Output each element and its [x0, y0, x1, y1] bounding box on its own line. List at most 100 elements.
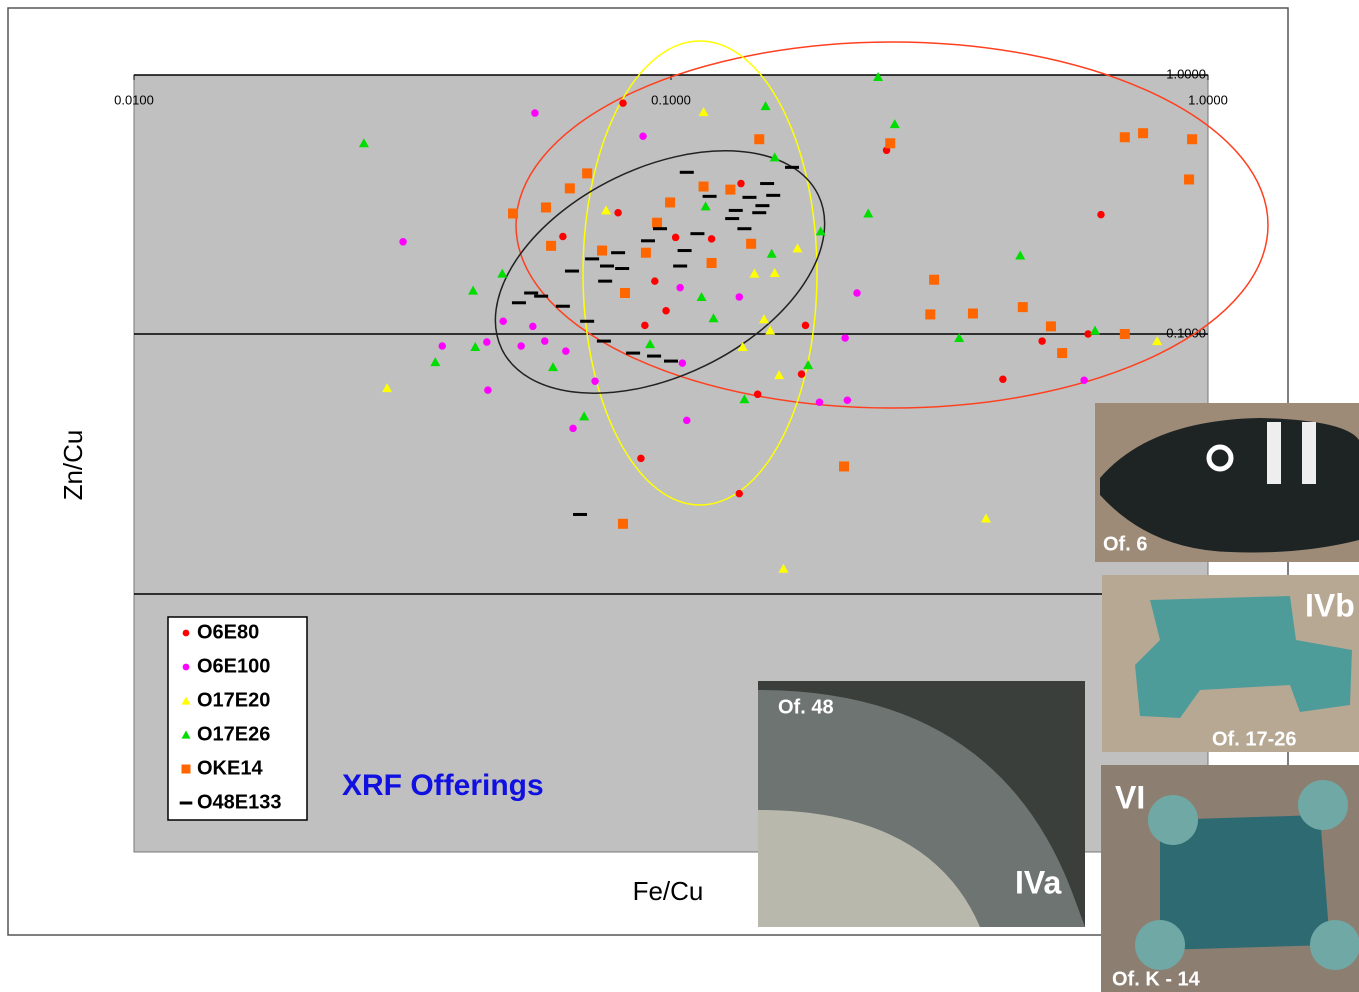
- point: [562, 347, 570, 355]
- point: [620, 287, 631, 298]
- point: [579, 411, 590, 421]
- point: [769, 152, 780, 162]
- point: [735, 489, 744, 498]
- photo-label: IVa: [1015, 864, 1061, 900]
- point: [708, 313, 719, 323]
- point: [540, 202, 551, 213]
- point: [564, 269, 579, 273]
- point: [639, 132, 647, 141]
- point: [739, 394, 750, 404]
- point: [598, 279, 613, 283]
- point: [508, 208, 519, 219]
- point: [569, 424, 577, 433]
- shell: [1206, 444, 1234, 472]
- mosaic: [1100, 418, 1359, 553]
- point: [534, 294, 549, 298]
- point: [765, 325, 776, 335]
- y-tick-label: 1.0000: [1166, 66, 1206, 81]
- point: [664, 359, 678, 363]
- point: [853, 289, 861, 297]
- point: [803, 360, 814, 370]
- point: [801, 321, 810, 330]
- point: [647, 354, 662, 358]
- photo: VI Of. K - 14: [1101, 765, 1359, 992]
- point: [652, 217, 663, 228]
- photo-label: Of. 6: [1103, 533, 1147, 555]
- x-tick-label: 0.0100: [114, 92, 154, 107]
- point: [784, 165, 799, 169]
- point: [1119, 132, 1130, 143]
- point: [1045, 321, 1056, 332]
- mosaic: [1298, 780, 1348, 830]
- point: [737, 341, 748, 351]
- legend-marker: [182, 663, 190, 671]
- point: [559, 232, 567, 241]
- point: [665, 197, 676, 208]
- point: [755, 204, 770, 208]
- point: [596, 339, 611, 343]
- photo-label: Of. 48: [778, 696, 834, 718]
- point: [662, 306, 670, 315]
- point: [980, 513, 991, 523]
- group-ellipse: [582, 40, 818, 506]
- point: [438, 342, 447, 350]
- point: [754, 134, 765, 145]
- mosaic: [1310, 920, 1359, 970]
- point: [999, 375, 1007, 383]
- point: [653, 227, 668, 231]
- point: [531, 109, 539, 117]
- point: [702, 194, 717, 198]
- x-tick-label: 1.0000: [1188, 92, 1228, 107]
- point: [873, 72, 884, 82]
- point: [760, 182, 775, 186]
- y-tick-label: 0.1000: [1166, 325, 1206, 340]
- point: [564, 183, 575, 194]
- point: [792, 243, 803, 253]
- point: [601, 205, 612, 215]
- point: [815, 398, 824, 407]
- point: [619, 99, 627, 107]
- point: [690, 232, 705, 236]
- photo-label: Of. 17-26: [1212, 728, 1296, 750]
- photo: IVb Of. 17-26: [1102, 575, 1359, 752]
- point: [707, 235, 716, 243]
- point: [863, 208, 874, 218]
- legend-marker: [181, 696, 191, 705]
- point: [778, 563, 789, 573]
- point: [815, 226, 826, 236]
- point: [766, 248, 777, 258]
- photo-label: IVb: [1305, 587, 1355, 623]
- point: [484, 386, 492, 394]
- point: [925, 309, 936, 320]
- point: [430, 357, 441, 367]
- point: [499, 317, 507, 326]
- point: [885, 138, 896, 149]
- point: [611, 251, 626, 255]
- point: [742, 195, 757, 199]
- y-axis-label: Zn/Cu: [58, 430, 88, 501]
- point: [511, 301, 526, 305]
- point: [1138, 128, 1149, 139]
- legend: [167, 616, 308, 821]
- point: [580, 319, 595, 323]
- point: [591, 377, 599, 386]
- point: [841, 334, 849, 342]
- point: [626, 351, 641, 355]
- point: [1090, 325, 1101, 335]
- point: [728, 208, 743, 212]
- point: [399, 238, 407, 246]
- legend-marker: [181, 730, 191, 739]
- point: [597, 245, 608, 256]
- point: [1015, 250, 1026, 260]
- point: [725, 184, 736, 195]
- point: [1187, 134, 1198, 145]
- annotation: XRF Offerings: [342, 769, 544, 802]
- point: [548, 362, 559, 372]
- point: [839, 461, 850, 472]
- point: [641, 321, 649, 330]
- point: [614, 208, 622, 217]
- point: [700, 201, 711, 211]
- point: [760, 101, 771, 111]
- point: [683, 416, 691, 425]
